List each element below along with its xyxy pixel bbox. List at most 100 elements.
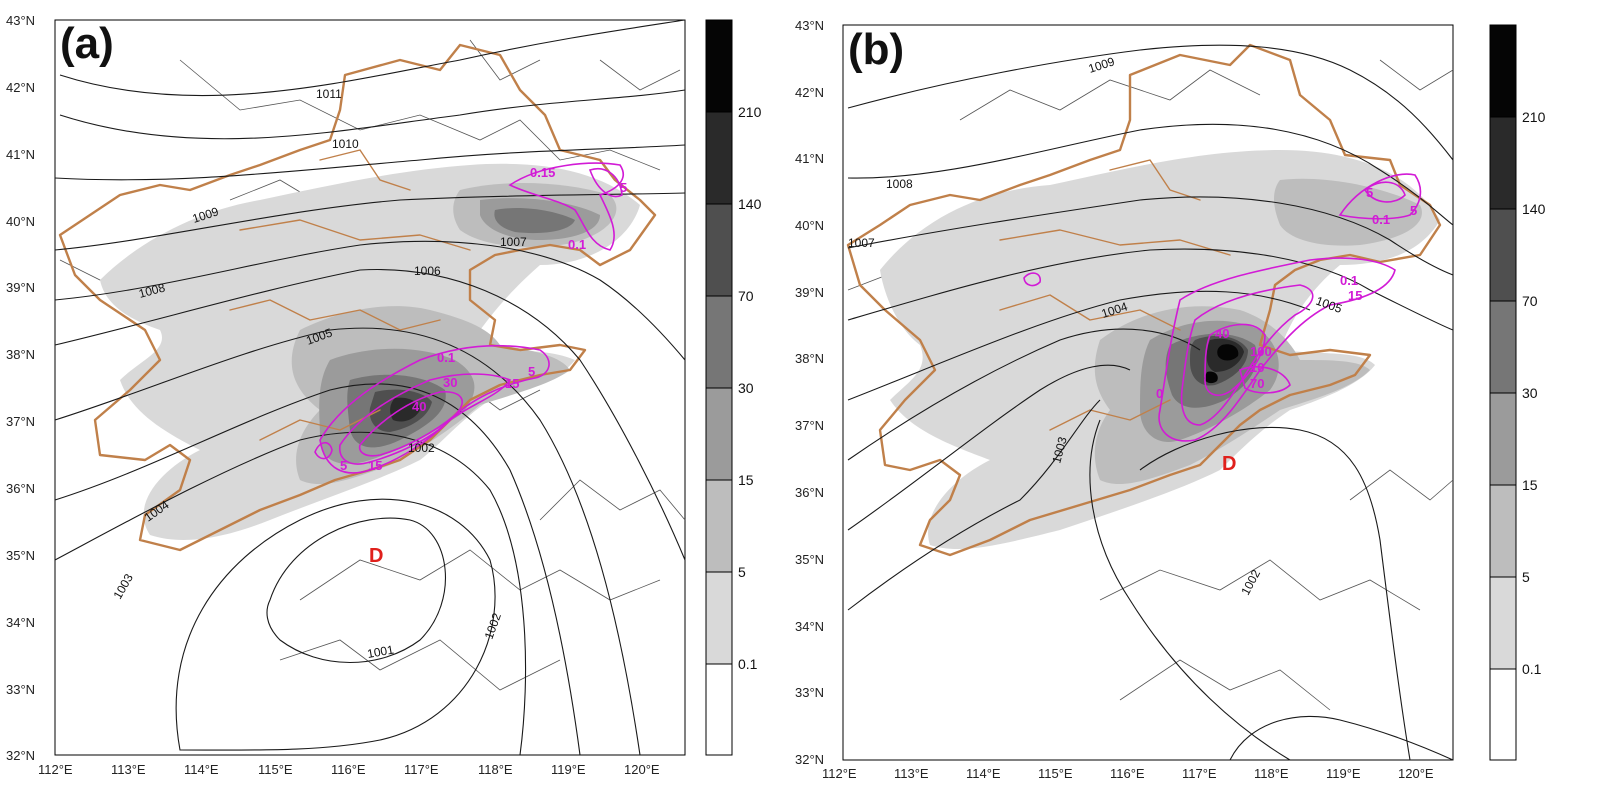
rain-label: 15 xyxy=(368,458,382,473)
panel-b-rain-labels: 5 5 0.1 0.1 15 40 100 10 70 0 xyxy=(1156,185,1417,401)
rain-label: 5 xyxy=(620,180,627,195)
rain-label: 40 xyxy=(412,399,426,414)
rain-label: 0.1 xyxy=(1340,273,1358,288)
shade-210 xyxy=(1217,344,1239,361)
colorbar-label: 0.1 xyxy=(738,656,758,672)
lat-tick-label: 37°N xyxy=(795,418,824,433)
lon-tick-label: 114°E xyxy=(184,762,219,777)
panel-b-colorbar-labels: 210 140 70 30 15 5 0.1 xyxy=(1522,109,1546,677)
panel-b: 1009 1008 1007 1005 1004 1003 1002 5 5 0… xyxy=(795,18,1546,781)
colorbar-label: 5 xyxy=(1522,569,1530,585)
lon-tick-label: 112°E xyxy=(822,766,857,781)
panel-b-colorbar xyxy=(1489,24,1517,761)
rain-label: 5 xyxy=(528,364,535,379)
colorbar-label: 140 xyxy=(738,196,762,212)
colorbar-label: 210 xyxy=(738,104,762,120)
isobar-label: 1003 xyxy=(1049,435,1070,465)
panel-a-colorbar xyxy=(705,19,733,756)
lon-tick-label: 115°E xyxy=(1038,766,1073,781)
lon-tick-label: 114°E xyxy=(966,766,1001,781)
rain-label: 5 xyxy=(1410,203,1417,218)
lat-tick-label: 36°N xyxy=(6,481,35,496)
isobar-label: 1010 xyxy=(332,137,359,151)
lat-tick-label: 43°N xyxy=(795,18,824,33)
colorbar-swatch xyxy=(1489,24,1517,118)
panel-a-rain-contours xyxy=(314,162,624,474)
colorbar-label: 5 xyxy=(738,564,746,580)
rain-label: 5 xyxy=(1366,185,1373,200)
colorbar-swatch xyxy=(1489,484,1517,578)
colorbar-label: 15 xyxy=(1522,477,1538,493)
panel-b-letter: (b) xyxy=(848,25,904,74)
rain-label: 0.1 xyxy=(437,350,455,365)
lat-tick-label: 42°N xyxy=(795,85,824,100)
panel-a-isobar-labels: 1011 1010 1009 1008 1007 1006 1005 1004 … xyxy=(110,87,527,661)
lat-tick-label: 41°N xyxy=(795,151,824,166)
colorbar-swatch xyxy=(1489,392,1517,486)
lat-tick-label: 37°N xyxy=(6,414,35,429)
panel-a-rain-labels: 0.15 5 0.1 0.1 5 15 30 40 5 15 xyxy=(340,165,627,473)
lon-tick-label: 119°E xyxy=(551,762,586,777)
shade-30-north xyxy=(494,208,575,234)
lat-tick-label: 36°N xyxy=(795,485,824,500)
colorbar-swatch xyxy=(705,203,733,297)
lat-tick-label: 34°N xyxy=(795,619,824,634)
lat-tick-label: 34°N xyxy=(6,615,35,630)
colorbar-label: 70 xyxy=(738,288,754,304)
lon-tick-label: 120°E xyxy=(1398,766,1434,781)
lat-tick-label: 35°N xyxy=(795,552,824,567)
lon-tick-label: 118°E xyxy=(478,762,513,777)
isobar-label: 1007 xyxy=(500,235,527,249)
isobar-label: 1007 xyxy=(848,236,875,250)
isobar-label: 1011 xyxy=(316,87,342,101)
isobar-label: 1002 xyxy=(408,441,435,455)
shade-210-b xyxy=(1204,371,1218,384)
colorbar-swatch xyxy=(1489,116,1517,210)
colorbar-swatch xyxy=(705,663,733,756)
rain-label: 5 xyxy=(340,458,347,473)
colorbar-label: 0.1 xyxy=(1522,661,1542,677)
colorbar-label: 140 xyxy=(1522,201,1546,217)
rain-label: 15 xyxy=(505,376,519,391)
lon-tick-label: 119°E xyxy=(1326,766,1361,781)
rain-label: 40 xyxy=(1215,326,1229,341)
colorbar-swatch xyxy=(705,479,733,573)
lat-tick-label: 40°N xyxy=(6,214,35,229)
colorbar-swatch xyxy=(705,111,733,205)
colorbar-swatch xyxy=(1489,668,1517,761)
lat-tick-label: 33°N xyxy=(795,685,824,700)
rain-label: 10 xyxy=(1250,360,1264,375)
colorbar-swatch xyxy=(705,295,733,389)
lon-tick-label: 116°E xyxy=(1110,766,1145,781)
lon-tick-label: 115°E xyxy=(258,762,293,777)
panel-b-lon-axis: 112°E 113°E 114°E 115°E 116°E 117°E 118°… xyxy=(822,766,1434,781)
colorbar-swatch xyxy=(1489,576,1517,670)
lat-tick-label: 32°N xyxy=(795,752,824,767)
panel-a: 1011 1010 1009 1008 1007 1006 1005 1004 … xyxy=(6,13,762,777)
lat-tick-label: 38°N xyxy=(6,347,35,362)
colorbar-swatch xyxy=(705,571,733,665)
lat-tick-label: 43°N xyxy=(6,13,35,28)
isobar-label: 1008 xyxy=(886,177,913,191)
low-pressure-center-marker: D xyxy=(369,545,383,567)
lat-tick-label: 38°N xyxy=(795,351,824,366)
rain-label: 70 xyxy=(1250,376,1264,391)
lon-tick-label: 117°E xyxy=(404,762,439,777)
isobar-label: 1001 xyxy=(366,642,395,660)
lat-tick-label: 41°N xyxy=(6,147,35,162)
rain-label: 15 xyxy=(1348,288,1362,303)
isobar-label: 1006 xyxy=(414,264,441,278)
panel-a-lat-axis: 43°N 42°N 41°N 40°N 39°N 38°N 37°N 36°N … xyxy=(6,13,35,763)
panel-a-province-boundaries xyxy=(58,43,657,552)
colorbar-label: 30 xyxy=(738,380,754,396)
rain-label: 0.15 xyxy=(530,165,555,180)
lon-tick-label: 113°E xyxy=(111,762,146,777)
lon-tick-label: 112°E xyxy=(38,762,73,777)
lat-tick-label: 39°N xyxy=(6,280,35,295)
colorbar-swatch xyxy=(1489,300,1517,394)
colorbar-label: 30 xyxy=(1522,385,1538,401)
lat-tick-label: 39°N xyxy=(795,285,824,300)
lon-tick-label: 120°E xyxy=(624,762,660,777)
rain-label: 30 xyxy=(443,375,457,390)
